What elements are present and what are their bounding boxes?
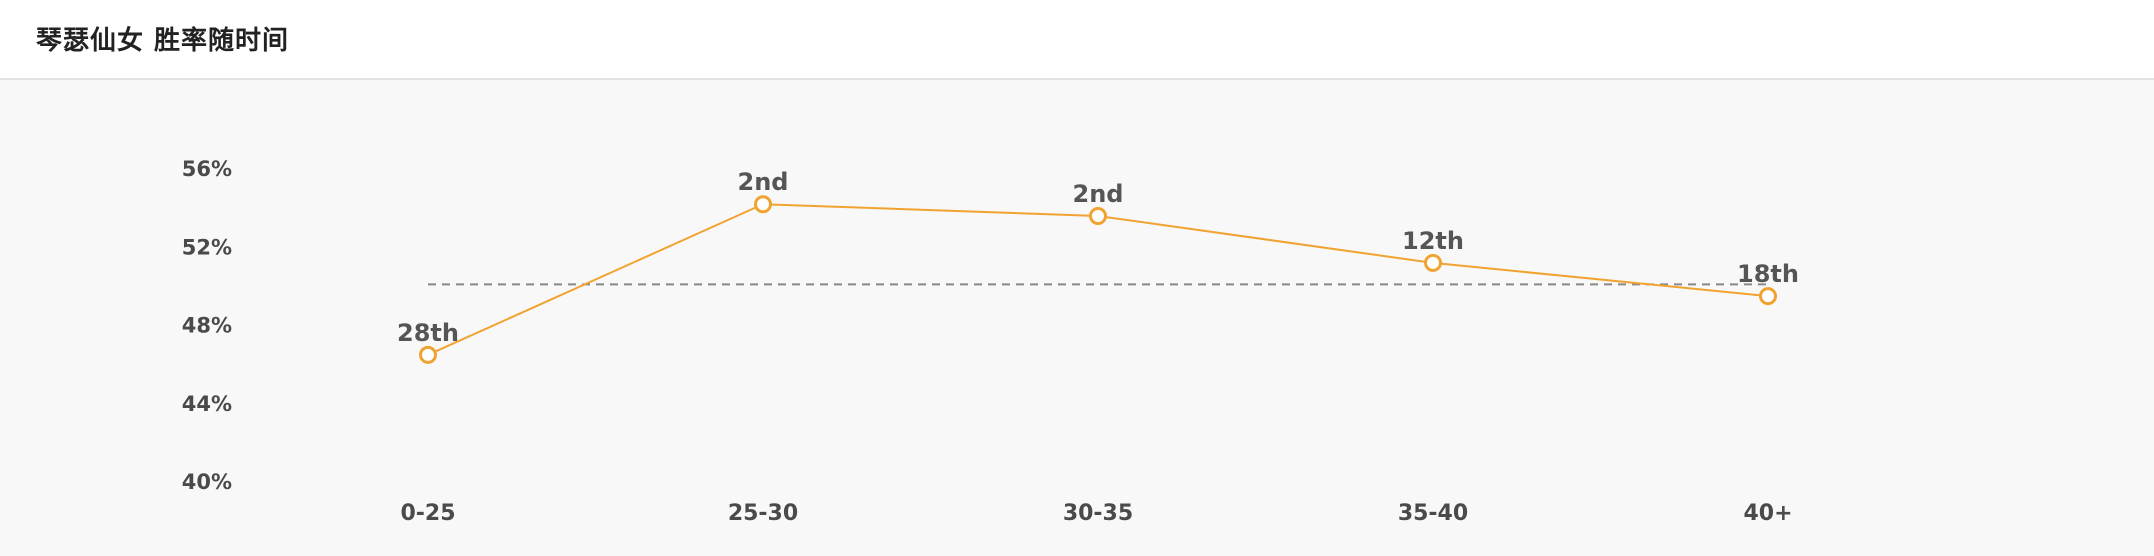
data-point (1424, 253, 1442, 272)
plot-area: 56% 52% 48% 44% 40% 0-25 25-30 30-35 35-40 40+ 28t… (0, 80, 2154, 556)
data-label: 2nd (1073, 180, 1124, 208)
series-line (427, 203, 1769, 356)
x-tick-label: 30-35 (1063, 501, 1133, 526)
y-tick-label: 44% (182, 392, 232, 416)
data-label: 28th (397, 319, 459, 347)
line-chart: 56% 52% 48% 44% 40% 0-25 25-30 30-35 35-40 40+ 28t… (182, 157, 1799, 526)
data-point (419, 345, 437, 364)
y-tick-label: 40% (182, 470, 232, 494)
chart-title: 琴瑟仙女 胜率随时间 (36, 26, 290, 56)
x-tick-label: 0-25 (400, 501, 455, 526)
chart-header: 琴瑟仙女 胜率随时间 (0, 0, 2154, 80)
y-tick-label: 56% (182, 157, 232, 181)
data-label: 12th (1402, 227, 1464, 255)
x-tick-label: 40+ (1743, 501, 1792, 526)
data-point (1759, 287, 1777, 306)
data-label: 18th (1737, 260, 1799, 288)
y-tick-label: 48% (182, 314, 232, 338)
x-tick-label: 35-40 (1398, 501, 1468, 526)
data-point (754, 195, 772, 214)
data-point (1089, 206, 1107, 225)
x-tick-label: 25-30 (728, 501, 798, 526)
data-label: 2nd (738, 168, 789, 196)
y-tick-label: 52% (182, 235, 232, 259)
